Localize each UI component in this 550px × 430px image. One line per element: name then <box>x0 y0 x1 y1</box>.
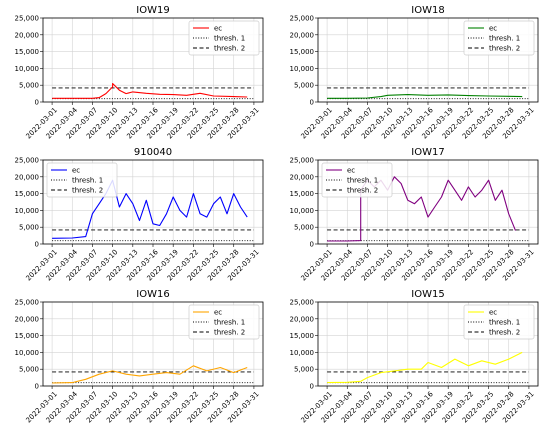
y-tick-label: 10,000 <box>290 349 315 357</box>
series-line-ec <box>52 82 248 99</box>
legend: ec thresh. 1 thresh. 2 <box>321 162 393 198</box>
y-tick-label: 0 <box>35 383 39 391</box>
legend-label: thresh. 1 <box>214 35 245 43</box>
legend: ec thresh. 1 thresh. 2 <box>463 304 535 340</box>
y-tick-label: 15,000 <box>15 48 40 56</box>
chart-title: IOW15 <box>411 289 444 300</box>
chart-panel-6: IOW1505,00010,00015,00020,00025,0002022-… <box>290 289 539 425</box>
legend-label: thresh. 1 <box>347 177 378 185</box>
series-line-ec <box>52 179 248 239</box>
chart-title: IOW17 <box>411 147 444 158</box>
legend: ec thresh. 1 thresh. 2 <box>46 162 118 198</box>
y-tick-label: 25,000 <box>15 15 40 23</box>
legend-label: thresh. 2 <box>72 187 103 195</box>
y-tick-label: 25,000 <box>290 15 315 23</box>
chart-panel-4: IOW1705,00010,00015,00020,00025,0002022-… <box>290 147 539 283</box>
axes-frame <box>317 159 539 245</box>
legend-box <box>463 304 535 340</box>
legend-box <box>188 20 260 56</box>
y-tick-label: 5,000 <box>294 366 314 374</box>
series-line-ec <box>327 94 523 99</box>
legend-label: thresh. 1 <box>489 35 520 43</box>
legend-label: ec <box>347 167 355 175</box>
y-tick-label: 10,000 <box>15 207 40 215</box>
y-tick-label: 20,000 <box>290 31 315 39</box>
y-tick-label: 20,000 <box>290 173 315 181</box>
legend-label: ec <box>72 167 80 175</box>
y-tick-label: 25,000 <box>290 299 315 307</box>
axes-frame <box>317 301 539 387</box>
chart-panel-5: IOW1605,00010,00015,00020,00025,0002022-… <box>15 289 264 425</box>
axes-frame <box>42 17 264 103</box>
axes-frame <box>42 159 264 245</box>
y-tick-label: 0 <box>35 99 39 107</box>
legend-box <box>463 20 535 56</box>
series-line-ec <box>327 351 523 384</box>
y-tick-label: 0 <box>310 241 314 249</box>
legend-label: ec <box>214 25 222 33</box>
y-tick-label: 5,000 <box>19 224 39 232</box>
y-tick-label: 5,000 <box>294 224 314 232</box>
y-tick-label: 0 <box>310 99 314 107</box>
legend-label: thresh. 2 <box>489 329 520 337</box>
y-tick-label: 15,000 <box>290 190 315 198</box>
y-tick-label: 0 <box>310 383 314 391</box>
axes-frame <box>42 301 264 387</box>
chart-title: IOW18 <box>411 5 444 16</box>
legend-label: thresh. 2 <box>347 187 378 195</box>
y-tick-label: 10,000 <box>15 349 40 357</box>
legend-box <box>321 162 393 198</box>
legend-label: thresh. 2 <box>214 45 245 53</box>
legend-box <box>188 304 260 340</box>
y-tick-label: 20,000 <box>15 173 40 181</box>
axes-frame <box>317 17 539 103</box>
y-tick-label: 5,000 <box>294 82 314 90</box>
chart-title: IOW19 <box>136 5 169 16</box>
legend-label: thresh. 2 <box>489 45 520 53</box>
legend-label: thresh. 1 <box>489 319 520 327</box>
legend-label: ec <box>214 309 222 317</box>
chart-panel-3: 91004005,00010,00015,00020,00025,0002022… <box>15 147 264 283</box>
y-tick-label: 5,000 <box>19 82 39 90</box>
legend-label: thresh. 2 <box>214 329 245 337</box>
y-tick-label: 25,000 <box>15 157 40 165</box>
y-tick-label: 15,000 <box>15 332 40 340</box>
y-tick-label: 20,000 <box>290 315 315 323</box>
legend: ec thresh. 1 thresh. 2 <box>188 20 260 56</box>
y-tick-label: 10,000 <box>15 65 40 73</box>
y-tick-label: 25,000 <box>290 157 315 165</box>
y-tick-label: 15,000 <box>290 332 315 340</box>
legend-label: thresh. 1 <box>72 177 103 185</box>
y-tick-label: 10,000 <box>290 207 315 215</box>
y-tick-label: 0 <box>35 241 39 249</box>
legend: ec thresh. 1 thresh. 2 <box>463 20 535 56</box>
chart-title: 910040 <box>134 147 172 158</box>
legend-label: ec <box>489 309 497 317</box>
y-tick-label: 10,000 <box>290 65 315 73</box>
series-line-ec <box>52 365 248 384</box>
legend: ec thresh. 1 thresh. 2 <box>188 304 260 340</box>
y-tick-label: 15,000 <box>290 48 315 56</box>
legend-label: ec <box>489 25 497 33</box>
chart-panel-2: IOW1805,00010,00015,00020,00025,0002022-… <box>290 5 539 141</box>
legend-label: thresh. 1 <box>214 319 245 327</box>
chart-title: IOW16 <box>136 289 169 300</box>
y-tick-label: 25,000 <box>15 299 40 307</box>
y-tick-label: 5,000 <box>19 366 39 374</box>
y-tick-label: 20,000 <box>15 31 40 39</box>
chart-panel-1: IOW1905,00010,00015,00020,00025,0002022-… <box>15 5 264 141</box>
y-tick-label: 15,000 <box>15 190 40 198</box>
y-tick-label: 20,000 <box>15 315 40 323</box>
legend-box <box>46 162 118 198</box>
